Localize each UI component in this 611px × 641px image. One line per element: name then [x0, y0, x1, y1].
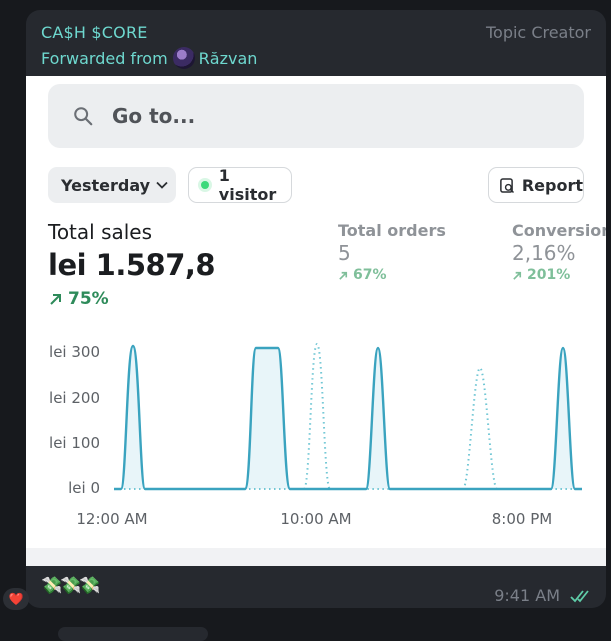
chevron-down-icon	[156, 181, 168, 189]
total-orders-label: Total orders	[338, 221, 446, 240]
total-orders-value: 5	[338, 241, 351, 265]
forwarded-from-name[interactable]: Răzvan	[198, 48, 258, 68]
screenshot-card[interactable]: Go to... Yesterday 1 visitor Report Tota…	[26, 76, 606, 566]
visitor-badge: 1 visitor	[188, 166, 292, 204]
total-orders-change-value: 67%	[353, 267, 387, 283]
report-icon	[500, 177, 515, 193]
channel-name[interactable]: CA$H $CORE	[41, 23, 148, 42]
date-filter-button: Yesterday	[48, 167, 176, 203]
current-period-line	[114, 344, 582, 491]
forwarded-header[interactable]: Forwarded from Răzvan	[41, 47, 257, 69]
conversion-change: 201%	[512, 267, 570, 283]
total-sales-change: 75%	[48, 289, 109, 309]
arrow-up-right-icon	[339, 271, 348, 280]
total-sales-change-value: 75%	[68, 289, 109, 309]
next-message-stub	[58, 627, 208, 641]
double-check-icon	[570, 590, 589, 603]
total-orders-change: 67%	[338, 267, 387, 283]
message-bubble[interactable]: CA$H $CORE Forwarded from Răzvan Topic C…	[26, 10, 606, 608]
report-label: Report	[521, 175, 583, 195]
conversion-value: 2,16%	[512, 241, 576, 265]
x-tick-label: 12:00 AM	[76, 510, 147, 528]
card-bottom-strip	[26, 548, 606, 566]
visitor-count: 1 visitor	[218, 166, 277, 204]
arrow-up-right-icon	[513, 271, 522, 280]
arrow-up-right-icon	[50, 294, 61, 305]
y-tick-label: lei 0	[68, 479, 100, 497]
y-tick-label: lei 100	[49, 434, 100, 452]
heart-reaction[interactable]: ❤️	[3, 588, 29, 610]
search-bar: Go to...	[48, 84, 584, 148]
report-button: Report	[488, 167, 584, 203]
forwarded-prefix: Forwarded from	[41, 48, 168, 68]
message-time: 9:41 AM	[494, 586, 560, 605]
search-icon	[74, 107, 93, 126]
sales-chart: lei 300 lei 200 lei 100 lei 0 12:00 AM 1…	[49, 342, 582, 528]
date-filter-label: Yesterday	[61, 175, 151, 195]
y-tick-label: lei 300	[49, 343, 100, 361]
total-sales-label: Total sales	[48, 220, 153, 244]
x-tick-label: 10:00 AM	[280, 510, 351, 528]
message-emoji-text: 💸💸💸	[41, 576, 100, 596]
conversion-label: Conversion	[512, 221, 606, 240]
heart-icon: ❤️	[8, 592, 24, 606]
previous-period-line	[114, 342, 582, 490]
avatar[interactable]	[172, 47, 195, 69]
search-placeholder: Go to...	[112, 104, 196, 128]
y-tick-label: lei 200	[49, 389, 100, 407]
conversion-change-value: 201%	[527, 267, 571, 283]
x-tick-label: 8:00 PM	[492, 510, 552, 528]
current-period-area	[114, 346, 582, 489]
total-sales-value: lei 1.587,8	[48, 248, 216, 282]
live-dot-icon	[201, 181, 209, 189]
sender-role: Topic Creator	[485, 23, 591, 42]
